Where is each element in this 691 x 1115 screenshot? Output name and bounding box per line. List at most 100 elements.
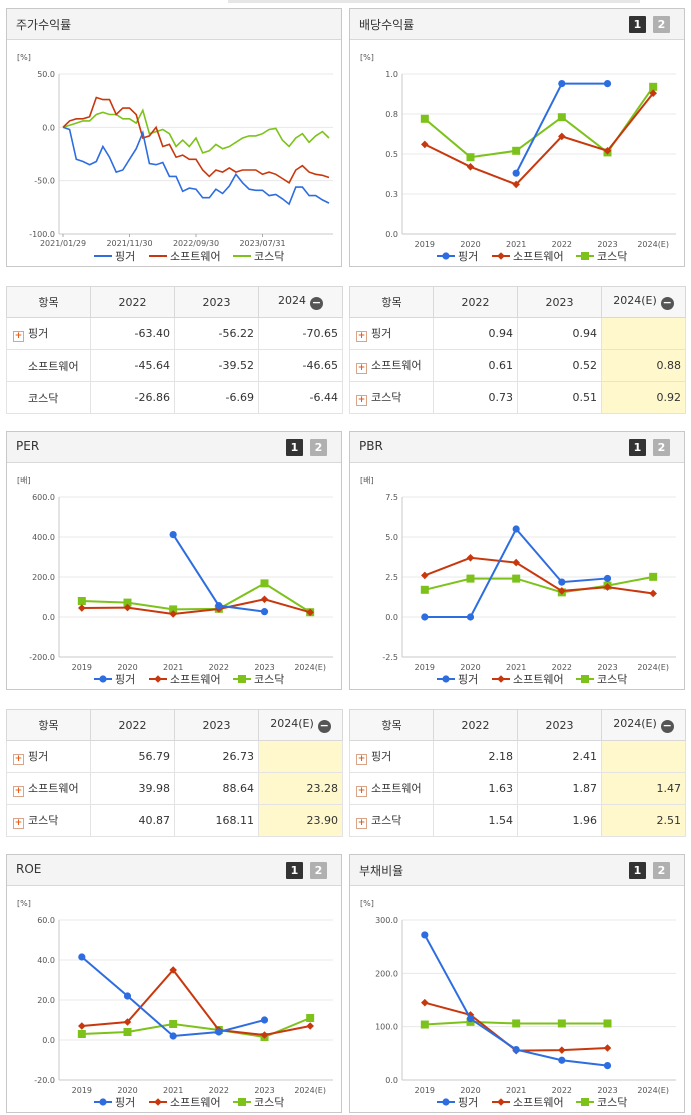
legend-label: 코스닥: [254, 673, 284, 686]
data-point: [306, 1022, 314, 1030]
page-1-button[interactable]: 1: [629, 439, 646, 456]
data-point: [558, 587, 566, 595]
x-tick-label: 2019: [415, 1086, 435, 1095]
expand-plus-icon[interactable]: +: [13, 818, 24, 829]
data-point: [558, 80, 566, 88]
series-line: [424, 527, 608, 618]
table-row: + 핑거 56.79 26.73: [6, 740, 343, 773]
header-item: 항목: [6, 286, 91, 318]
row-label[interactable]: + 소프트웨어: [349, 349, 434, 382]
pbr-chart: [배] 7.5 5.0 2.5 0.0 -2.5 2019 2020 2021 2022 2023 2…: [360, 476, 676, 686]
row-label[interactable]: + 핑거: [349, 317, 434, 350]
page-2-button[interactable]: 2: [653, 862, 670, 879]
table-cell: 26.73: [174, 740, 259, 773]
legend-label: 소프트웨어: [170, 250, 221, 263]
data-point: [512, 1019, 521, 1028]
row-label[interactable]: + 코스닥: [349, 804, 434, 837]
x-tick-label: 2019: [72, 1086, 92, 1095]
data-point: [78, 604, 86, 612]
data-point: [123, 603, 132, 612]
page-1-button[interactable]: 1: [629, 16, 646, 33]
legend-label: 소프트웨어: [513, 673, 564, 686]
expand-plus-icon[interactable]: +: [356, 818, 367, 829]
row-label[interactable]: + 핑거: [6, 317, 91, 350]
unit-label: [배]: [17, 476, 31, 485]
data-point: [123, 598, 132, 607]
table-cell: -63.40: [90, 317, 175, 350]
page-2-button[interactable]: 2: [310, 439, 327, 456]
data-point: [260, 1031, 269, 1039]
row-label[interactable]: + 코스닥: [6, 804, 91, 837]
y-tick-label: 20.0: [37, 996, 55, 1005]
page-1-button[interactable]: 1: [629, 862, 646, 879]
panel-title: ROE: [16, 862, 42, 876]
expand-plus-icon[interactable]: +: [356, 363, 367, 374]
data-point: [169, 1020, 178, 1028]
row-label[interactable]: + 코스닥: [349, 381, 434, 414]
row-name: 소프트웨어: [371, 782, 422, 795]
row-label: 소프트웨어: [6, 349, 91, 382]
expand-plus-icon[interactable]: +: [356, 395, 367, 406]
page-1-button[interactable]: 1: [286, 439, 303, 456]
page-2-button[interactable]: 2: [653, 16, 670, 33]
panel-title: PBR: [359, 439, 383, 453]
table-cell: 23.90: [258, 804, 343, 837]
x-tick-label: 2021/11/30: [106, 239, 152, 248]
expand-plus-icon[interactable]: +: [356, 754, 367, 765]
expand-plus-icon[interactable]: +: [356, 786, 367, 797]
y-tick-label: -2.5: [382, 653, 398, 662]
row-name: 핑거: [28, 750, 49, 763]
data-point: [123, 1018, 132, 1026]
header-2022: 2022: [433, 286, 518, 318]
legend-marker: [99, 1098, 107, 1106]
data-point: [558, 132, 566, 141]
panel-header: 부채비율 1 2: [350, 855, 684, 886]
series-line: [81, 582, 311, 614]
y-tick-label: 1.0: [385, 70, 398, 79]
expand-plus-icon[interactable]: +: [13, 331, 24, 342]
data-point: [512, 574, 521, 583]
data-point: [260, 595, 269, 604]
row-label[interactable]: + 소프트웨어: [349, 772, 434, 805]
legend-label: 소프트웨어: [170, 1096, 221, 1109]
table-cell: 2.18: [433, 740, 518, 773]
row-label: 코스닥: [6, 381, 91, 414]
row-label[interactable]: + 소프트웨어: [6, 772, 91, 805]
data-point: [78, 1022, 86, 1030]
expand-plus-icon[interactable]: +: [13, 786, 24, 797]
page-2-button[interactable]: 2: [653, 439, 670, 456]
expand-plus-icon[interactable]: +: [356, 331, 367, 342]
data-point: [603, 574, 612, 583]
legend-marker: [238, 1098, 246, 1106]
table-cell: [258, 740, 343, 773]
stock-return-table: 항목 2022 2023 2024− + 핑거 -63.40 -56.22 -70.65…: [6, 286, 343, 414]
x-tick-label: 2022: [552, 240, 572, 249]
per-table: 항목 2022 2023 2024(E) − + 핑거 56.79 26.73 + 소프트웨…: [6, 709, 343, 837]
collapse-icon[interactable]: −: [660, 719, 674, 733]
y-tick-label: 0.3: [385, 190, 398, 199]
data-point: [603, 583, 612, 591]
data-point: [169, 531, 177, 539]
header-2023: 2023: [517, 709, 602, 741]
x-tick-label: 2022: [552, 663, 572, 672]
data-point: [420, 114, 429, 123]
row-label[interactable]: + 핑거: [349, 740, 434, 773]
x-tick-label: 2024(E): [637, 663, 669, 672]
series-line: [81, 968, 311, 1037]
data-point: [512, 1046, 520, 1054]
table-cell: 0.94: [517, 317, 602, 350]
expand-plus-icon[interactable]: +: [13, 754, 24, 765]
table-cell: -56.22: [174, 317, 259, 350]
data-point: [123, 1028, 132, 1036]
collapse-icon[interactable]: −: [310, 296, 323, 310]
collapse-icon[interactable]: −: [660, 296, 674, 310]
y-tick-label: -50.0: [34, 177, 55, 186]
row-label[interactable]: + 핑거: [6, 740, 91, 773]
x-tick-label: 2022: [552, 1086, 572, 1095]
page-2-button[interactable]: 2: [310, 862, 327, 879]
top-strip: [228, 0, 640, 3]
collapse-icon[interactable]: −: [317, 719, 331, 733]
page-1-button[interactable]: 1: [286, 862, 303, 879]
row-name: 코스닥: [28, 814, 59, 827]
series-line: [423, 934, 608, 1067]
